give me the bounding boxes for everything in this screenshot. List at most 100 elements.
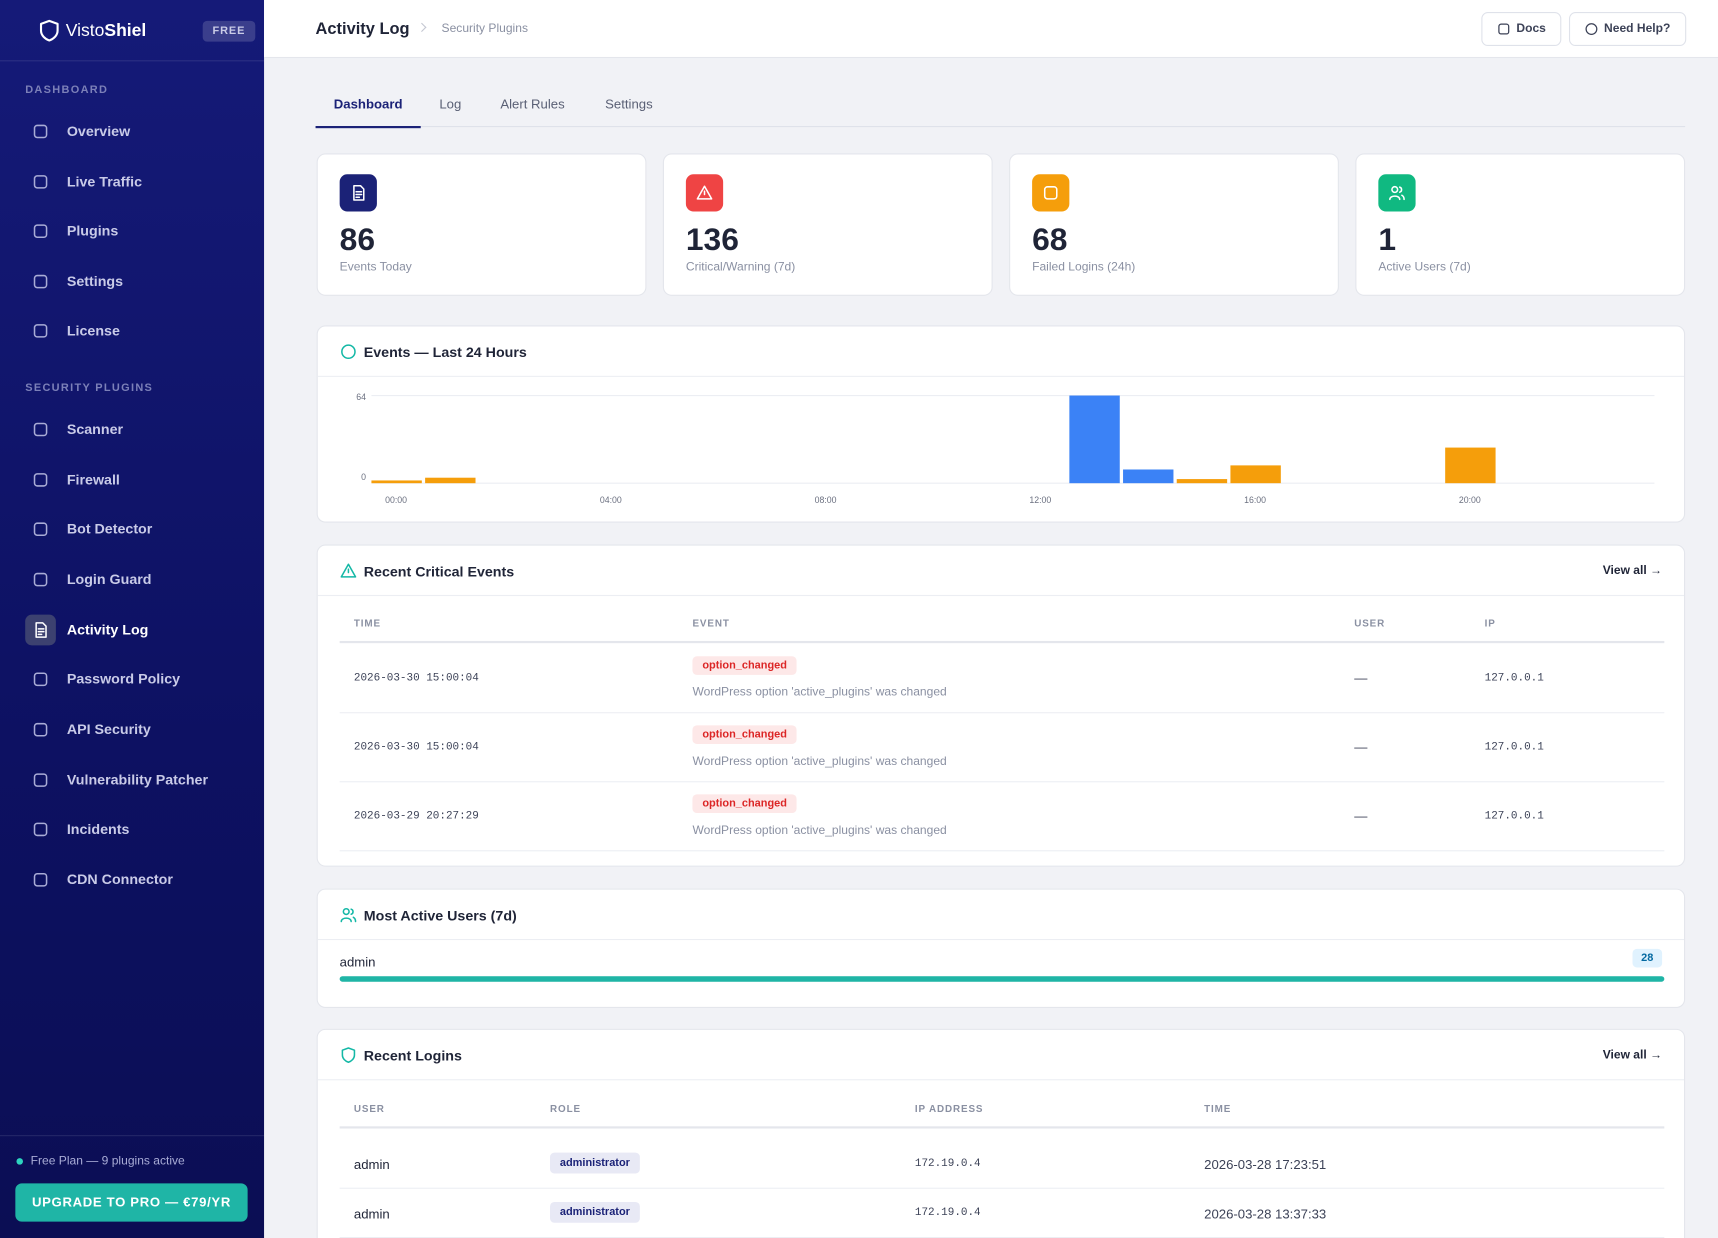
card-title: Recent Critical Events [363,563,515,580]
nav-item[interactable]: Bot Detector [15,510,248,549]
icon [33,422,48,437]
nav-item[interactable]: Vulnerability Patcher [15,760,248,799]
x-tick-label: 00:00 [385,495,407,505]
stat-icon [685,174,724,212]
plan-text: Free Plan — 9 plugins active [30,1154,185,1168]
section-title: SECURITY PLUGINS [25,382,154,395]
nav-item[interactable]: CDN Connector [15,860,248,899]
icon [340,907,357,923]
top-bar: Activity Log Security Plugins Docs Need Hel… [264,0,1718,59]
card: Events — Last 24 Hours 0 64 00:00 04:00 08:00… [316,325,1686,523]
card-divider [317,375,1685,377]
card: Recent Critical Events View all → TIME EVEN… [316,544,1686,867]
y-tick-label: 64 [356,392,366,402]
table-divider [339,1126,1665,1129]
icon-shape [341,1047,356,1064]
stat-value: 1 [1378,222,1397,258]
nav-item[interactable]: License [15,312,248,351]
icon-shape [33,124,48,139]
nav-item[interactable]: Scanner [15,410,248,449]
nav-label: Scanner [66,420,124,438]
card-divider [317,1079,1685,1081]
stat-icon [339,174,377,212]
nav-item[interactable]: Login Guard [15,560,248,599]
role-badge: administrator [550,1152,640,1174]
sidebar: VistoShiel FREE DASHBOARD Overview Live Traf… [0,0,265,1238]
stat-card: 136 Critical/Warning (7d) [662,153,993,296]
nav-item[interactable]: Password Policy [15,660,248,699]
icon-shape [33,823,48,837]
nav-item[interactable]: Settings [15,262,248,301]
tab[interactable]: Dashboard [315,96,421,129]
icon [33,722,48,737]
bar [1123,469,1174,484]
icon-shape [33,772,48,787]
icon-shape [33,224,48,239]
icon [33,124,48,139]
view-all-link[interactable]: View all → [1602,564,1663,578]
event-time: 2026-03-29 20:27:29 [353,810,479,823]
icon-shape [33,572,48,587]
bar [1069,395,1120,484]
column-header: TIME [1204,1103,1232,1115]
event-user: — [1354,808,1368,824]
bar [1176,479,1228,484]
icon-shape [33,672,48,687]
login-user: admin [353,1157,390,1173]
icon [33,174,48,189]
bar [1230,465,1281,484]
icon [341,1047,356,1064]
icon [33,522,48,537]
login-ip: 172.19.0.4 [914,1158,981,1171]
icon-shape [1585,23,1598,35]
nav-label: Activity Log [66,620,149,638]
event-user: — [1354,670,1368,686]
view-all-link[interactable]: View all → [1602,1048,1663,1062]
login-ip: 172.19.0.4 [914,1207,981,1220]
icon-shape [340,908,357,923]
user-count: 28 [1632,948,1663,968]
event-user: — [1354,739,1368,755]
icon [33,274,48,289]
tab[interactable]: Log [439,96,462,112]
event-detail: WordPress option 'active_plugins' was ch… [692,754,947,769]
nav-item[interactable]: Plugins [15,212,248,251]
nav-item[interactable]: Firewall [15,460,248,499]
icon [33,324,48,339]
x-tick-label: 20:00 [1459,495,1481,505]
icon-shape [696,185,713,200]
icon-shape [342,907,350,916]
y-tick-label: 0 [361,472,366,482]
stat-icon [1032,174,1070,212]
nav-item[interactable]: Incidents [15,810,248,849]
icon [35,621,47,638]
icon [696,185,713,200]
icon-shape [33,472,48,487]
nav-item[interactable]: Overview [15,112,248,151]
x-tick-label: 04:00 [600,495,622,505]
nav-item[interactable]: Activity Log [15,610,248,649]
icon [33,572,48,587]
section-title: DASHBOARD [25,84,109,97]
column-header: ROLE [550,1103,581,1115]
icon [33,873,48,887]
nav-label: Password Policy [66,670,181,688]
icon [341,344,356,360]
upgrade-button[interactable]: UPGRADE TO PRO — €79/YR [15,1183,248,1222]
icon-shape [33,274,48,289]
icon-shape [39,19,59,42]
tab[interactable]: Settings [605,96,653,112]
tab[interactable]: Alert Rules [500,96,565,112]
card-divider [317,594,1685,597]
header-button[interactable]: Need Help? [1568,12,1687,47]
event-badge: option_changed [692,725,797,744]
icon-shape [1391,185,1399,194]
chart: 0 64 00:00 04:00 08:00 12:00 16:00 20:00 [356,392,1655,505]
icon-shape [353,184,365,201]
icon [353,184,365,201]
header-button[interactable]: Docs [1481,12,1562,47]
header-button-label: Need Help? [1604,21,1671,36]
nav-item[interactable]: Live Traffic [15,162,248,201]
event-detail: WordPress option 'active_plugins' was ch… [692,685,947,700]
nav-item[interactable]: API Security [15,710,248,749]
